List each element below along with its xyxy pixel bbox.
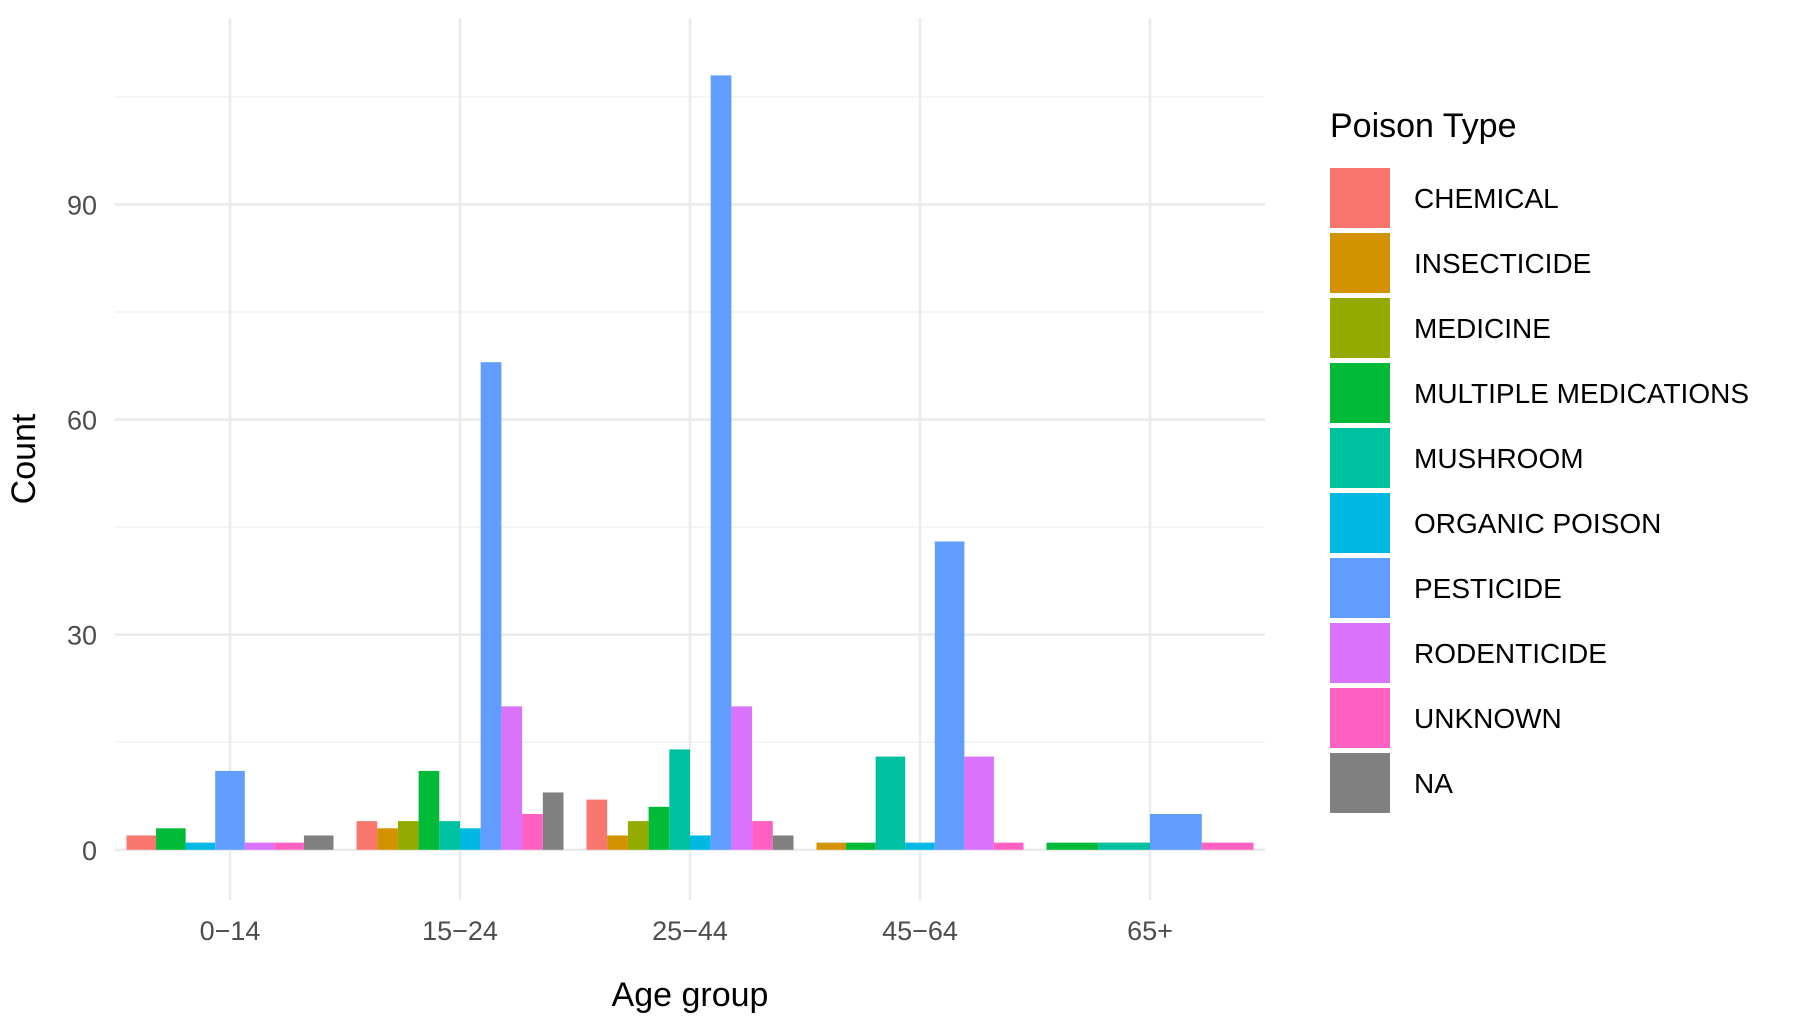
bar (126, 835, 157, 850)
bar (1150, 813, 1202, 850)
legend-key (1330, 363, 1390, 423)
legend-label: INSECTICIDE (1414, 248, 1591, 279)
bar (816, 842, 847, 850)
legend-key (1330, 753, 1390, 813)
x-tick-label: 45−64 (882, 916, 958, 946)
y-axis-ticks: 0 30 60 90 (67, 190, 97, 865)
x-tick-label: 15−24 (422, 916, 498, 946)
x-tick-label: 0−14 (200, 916, 261, 946)
bar (875, 756, 906, 850)
legend-key (1330, 558, 1390, 618)
bar (752, 821, 773, 850)
legend-label: PESTICIDE (1414, 573, 1562, 604)
x-tick-label: 65+ (1127, 916, 1173, 946)
legend-label: NA (1414, 768, 1453, 799)
bar (964, 756, 994, 850)
legend-title: Poison Type (1330, 107, 1517, 145)
bar (522, 813, 543, 850)
bar (731, 706, 753, 850)
bar (690, 835, 711, 850)
legend-key (1330, 168, 1390, 228)
legend-key (1330, 493, 1390, 553)
legend-items: CHEMICAL INSECTICIDE MEDICINE MULTIPLE MEDI… (1330, 168, 1749, 813)
legend-label: MULTIPLE MEDICATIONS (1414, 378, 1749, 409)
bar (377, 828, 398, 850)
bar (397, 821, 419, 850)
legend-key (1330, 298, 1390, 358)
bar (215, 770, 245, 850)
bar (1201, 842, 1254, 850)
bar (501, 706, 523, 850)
bar (244, 842, 275, 850)
y-tick-label: 0 (82, 836, 97, 866)
legend-label: ORGANIC POISON (1414, 508, 1661, 539)
bar (274, 842, 304, 850)
legend: Poison Type CHEMICAL INSECTICIDE MEDICINE M… (1330, 107, 1749, 813)
y-tick-label: 60 (67, 406, 97, 436)
legend-key (1330, 688, 1390, 748)
bar (710, 75, 732, 850)
bar (993, 842, 1024, 850)
bar (439, 821, 460, 850)
bars (126, 75, 1254, 850)
legend-label: MEDICINE (1414, 313, 1551, 344)
bar (303, 835, 334, 850)
bar (669, 749, 690, 850)
legend-key (1330, 233, 1390, 293)
y-tick-label: 90 (67, 190, 97, 220)
bar (185, 842, 216, 850)
bar (418, 770, 440, 850)
bar (627, 821, 649, 850)
bar (1098, 842, 1150, 850)
legend-label: MUSHROOM (1414, 443, 1584, 474)
bar (1046, 842, 1099, 850)
bar (648, 806, 670, 850)
bar (460, 828, 481, 850)
x-axis-title: Age group (612, 976, 769, 1014)
bar (480, 362, 502, 850)
y-tick-label: 30 (67, 621, 97, 651)
legend-label: UNKNOWN (1414, 703, 1562, 734)
x-axis-ticks: 0−14 15−24 25−44 45−64 65+ (200, 916, 1173, 946)
legend-key (1330, 623, 1390, 683)
bar (772, 835, 794, 850)
legend-key (1330, 428, 1390, 488)
bar (905, 842, 935, 850)
bar (846, 842, 876, 850)
bar (542, 792, 564, 850)
legend-label: CHEMICAL (1414, 183, 1559, 214)
bar (934, 541, 965, 850)
bar (586, 799, 608, 850)
legend-label: RODENTICIDE (1414, 638, 1607, 669)
bar (156, 828, 186, 850)
bar (356, 821, 378, 850)
bar (607, 835, 628, 850)
y-axis-title: Count (5, 413, 43, 504)
x-tick-label: 25−44 (652, 916, 728, 946)
